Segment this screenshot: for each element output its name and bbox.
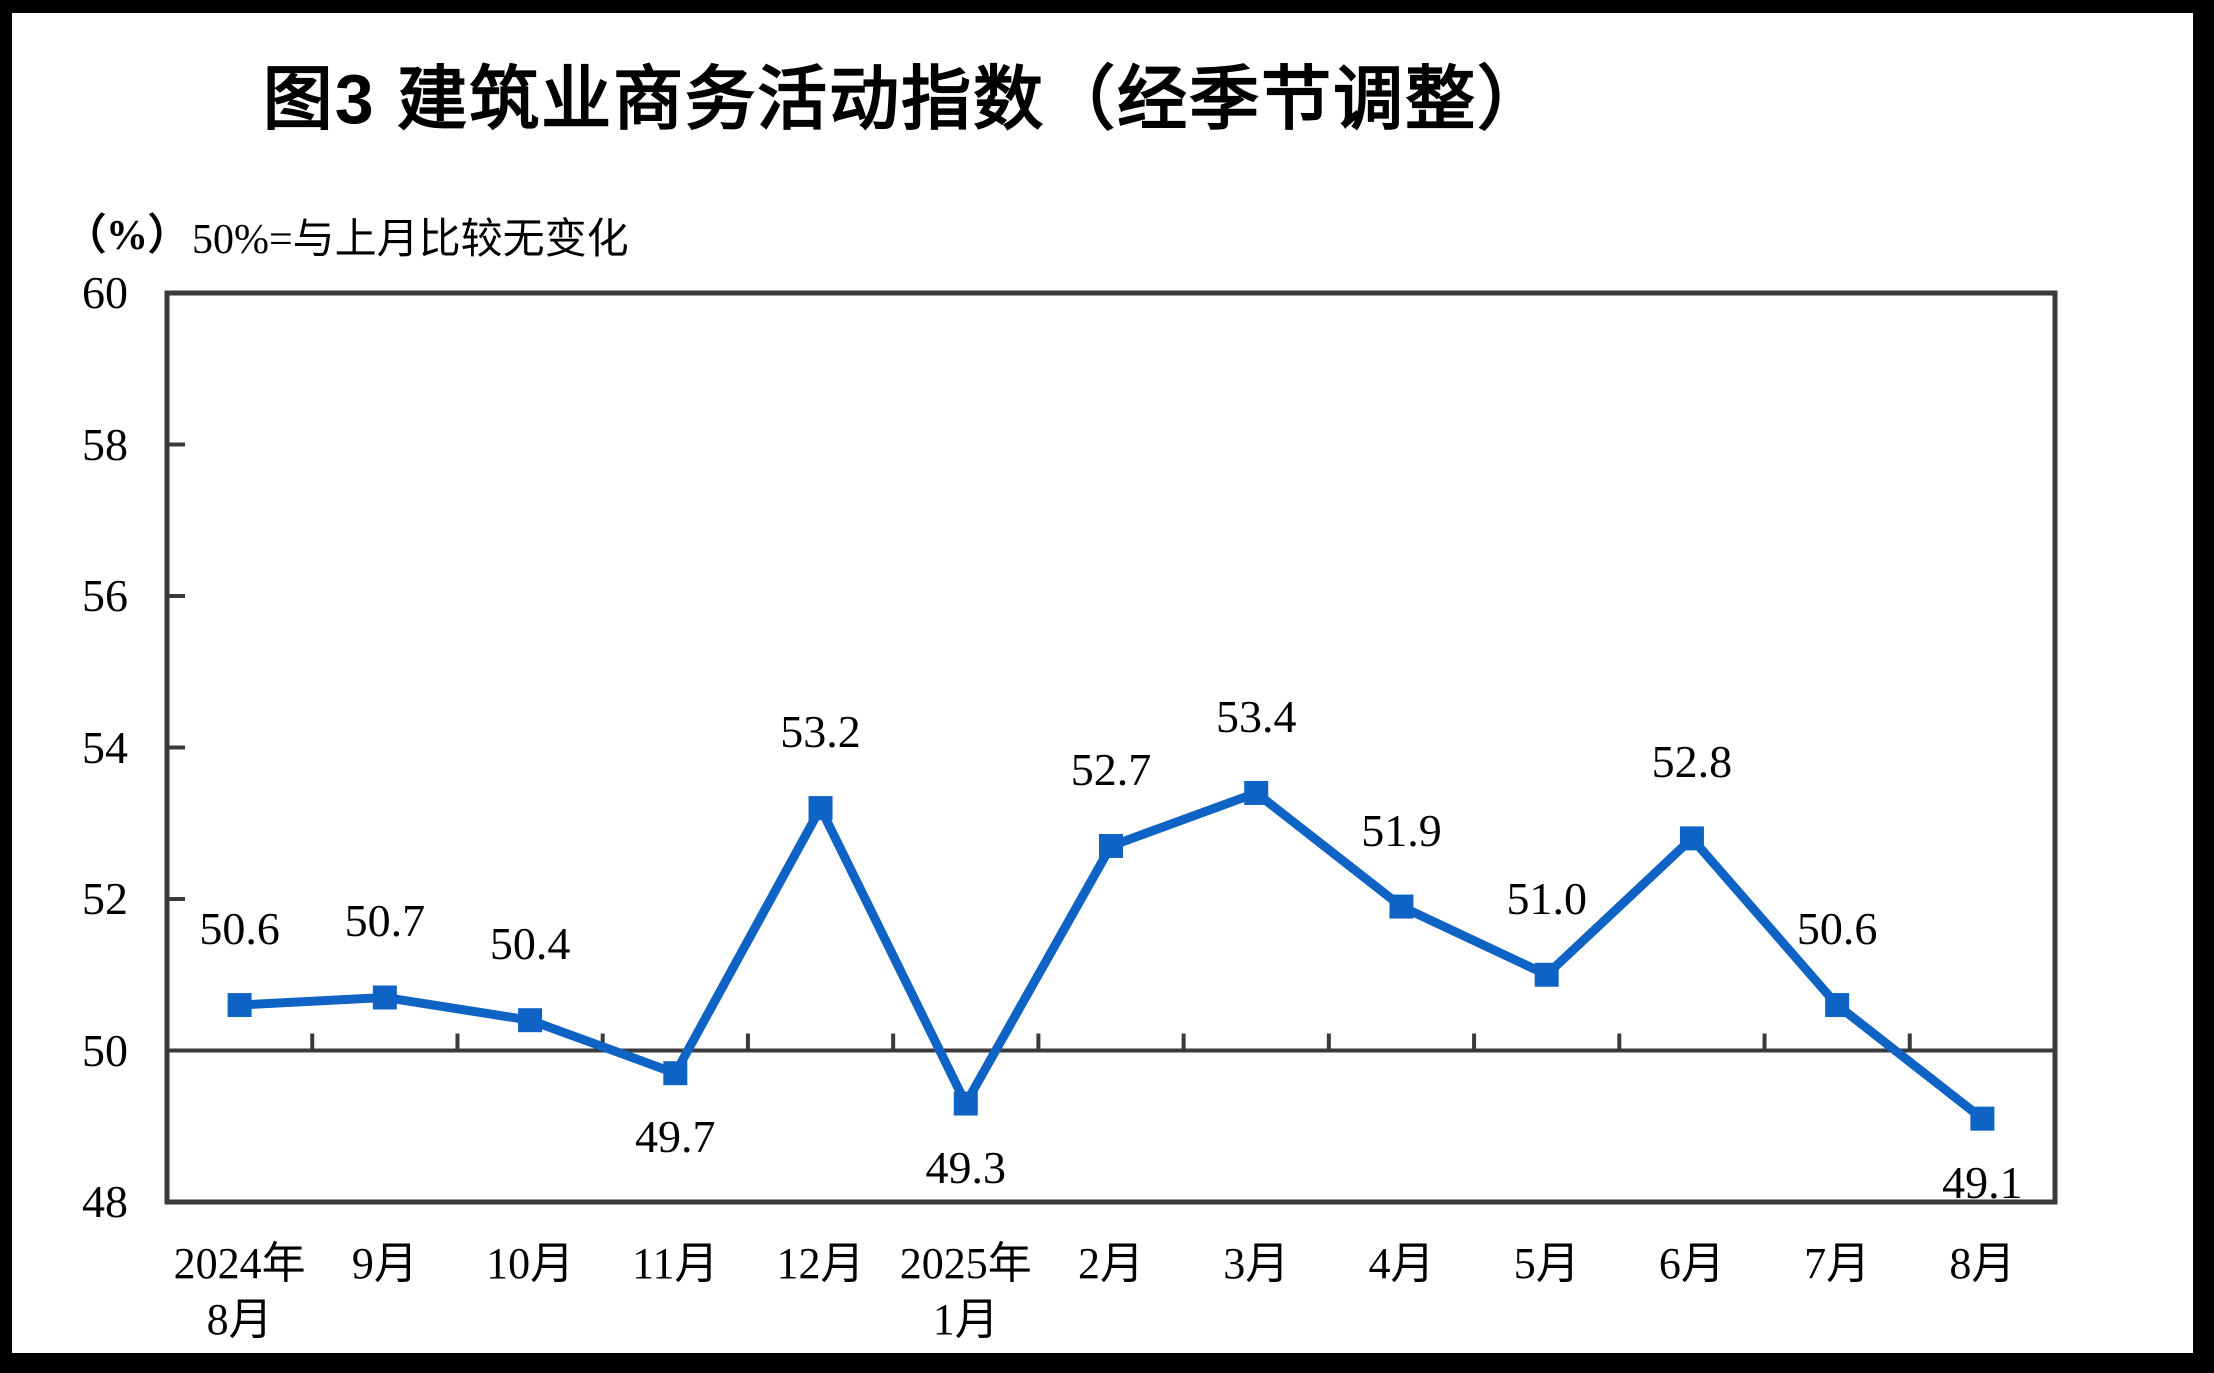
data-value-label: 50.6 — [199, 903, 280, 955]
x-tick-label: 2025年 1月 — [899, 1239, 1032, 1344]
reference-line-note: 50%=与上月比较无变化 — [192, 217, 629, 263]
data-marker — [1389, 894, 1414, 919]
x-tick-label: 8月 — [1949, 1239, 2016, 1288]
data-marker — [1534, 962, 1559, 987]
data-marker — [1970, 1106, 1995, 1131]
x-tick-label: 10月 — [486, 1239, 575, 1288]
data-marker — [953, 1091, 978, 1116]
x-tick-label: 12月 — [776, 1239, 865, 1288]
x-tick-label: 4月 — [1368, 1239, 1435, 1288]
data-value-label: 53.4 — [1215, 690, 1297, 742]
data-value-label: 52.7 — [1070, 743, 1152, 795]
data-marker — [1099, 833, 1123, 858]
data-value-label: 53.2 — [780, 706, 861, 758]
x-tick-label: 3月 — [1223, 1239, 1290, 1288]
data-value-label: 51.9 — [1361, 804, 1442, 856]
data-marker — [1244, 780, 1269, 805]
y-tick-label: 48 — [82, 1176, 128, 1227]
x-tick-label: 2024年 8月 — [173, 1239, 306, 1344]
y-tick-label: 50 — [82, 1024, 128, 1076]
data-marker — [518, 1008, 543, 1033]
chart-canvas: 图3 建筑业商务活动指数（经季节调整） （%） 50%=与上月比较无变化 — [12, 13, 2193, 1353]
data-marker — [227, 993, 252, 1018]
data-value-label: 49.1 — [1942, 1156, 2023, 1208]
x-tick-label: 2月 — [1078, 1239, 1144, 1288]
data-marker — [1825, 993, 1850, 1018]
chart-title: 图3 建筑业商务活动指数（经季节调整） — [262, 60, 1550, 138]
y-tick-label: 52 — [82, 873, 128, 924]
x-tick-label: 11月 — [632, 1239, 719, 1288]
data-marker — [1679, 826, 1704, 851]
x-tick-label: 5月 — [1513, 1239, 1580, 1288]
y-axis-unit-label: （%） — [64, 213, 191, 259]
y-tick-label: 56 — [82, 570, 128, 621]
data-value-label: 49.3 — [925, 1141, 1007, 1193]
y-tick-label: 60 — [82, 267, 128, 318]
data-value-label: 52.8 — [1651, 736, 1733, 788]
y-tick-label: 58 — [82, 418, 128, 470]
data-value-label: 50.6 — [1796, 903, 1878, 955]
data-marker — [808, 796, 833, 821]
data-marker — [663, 1061, 688, 1086]
x-tick-label: 6月 — [1658, 1239, 1725, 1288]
data-value-label: 51.0 — [1506, 872, 1587, 924]
data-marker — [372, 985, 397, 1010]
x-tick-label: 7月 — [1804, 1239, 1871, 1288]
data-value-label: 50.7 — [344, 895, 426, 947]
data-value-label: 50.4 — [489, 918, 571, 970]
data-value-label: 49.7 — [635, 1111, 716, 1163]
y-tick-label: 54 — [82, 721, 128, 773]
x-tick-label: 9月 — [351, 1239, 418, 1288]
